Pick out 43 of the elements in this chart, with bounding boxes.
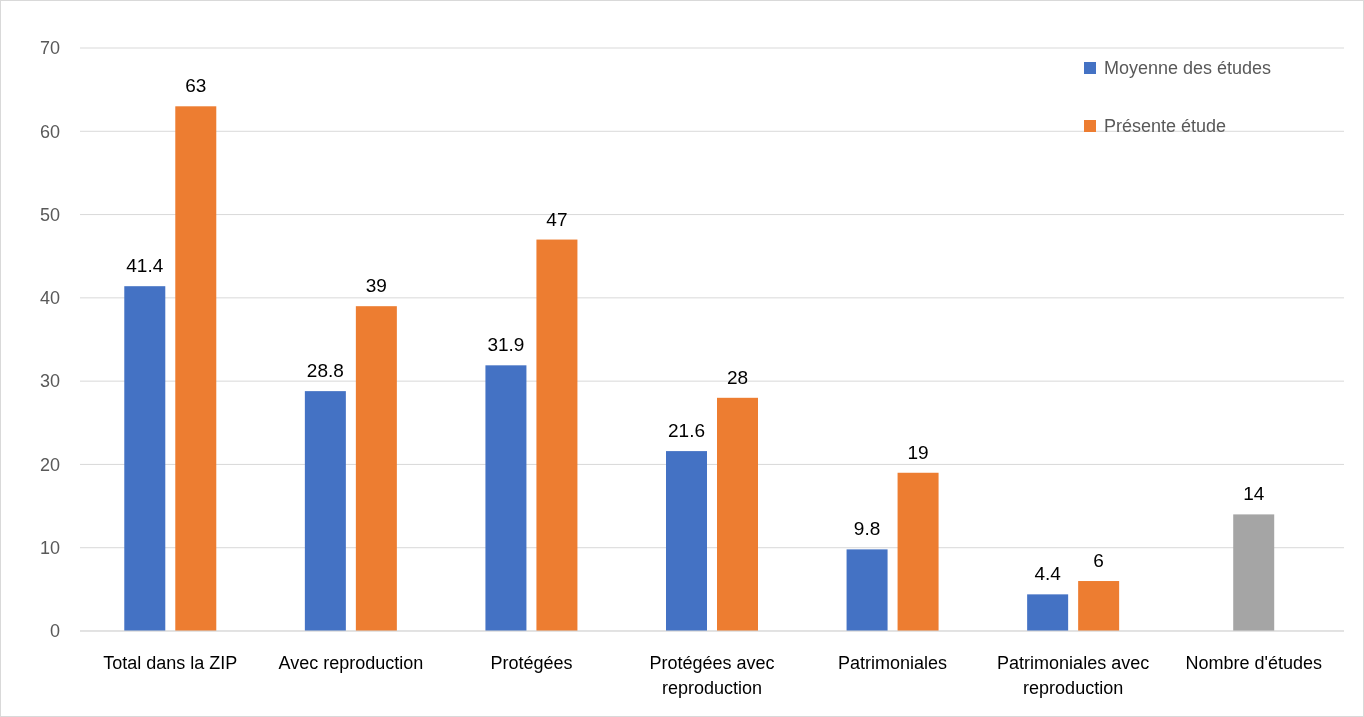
data-label: 28: [726, 366, 749, 388]
data-label: 14: [1243, 483, 1265, 505]
data-label: 31.9: [487, 334, 525, 356]
data-label: 47: [546, 208, 568, 230]
legend-label: Présente étude: [1104, 116, 1227, 137]
bar: [536, 239, 578, 631]
x-tick-label: Nombre d'études: [1185, 653, 1322, 673]
data-label: 41.4: [126, 255, 164, 277]
bar: [355, 306, 397, 631]
y-tick-label: 10: [39, 538, 60, 559]
y-tick-label: 70: [39, 38, 60, 59]
data-label: 63: [185, 75, 207, 97]
y-tick-label: 30: [39, 371, 60, 392]
data-label: 28.8: [306, 360, 344, 382]
bar: [1027, 594, 1069, 631]
data-label: 9.8: [853, 518, 881, 540]
bar: [717, 397, 758, 631]
y-tick-label: 40: [39, 288, 60, 309]
bar: [175, 106, 217, 631]
x-tick-label: Patrimoniales avec reproduction: [997, 653, 1150, 698]
bar: [846, 549, 888, 631]
x-tick-label: Total dans la ZIP: [103, 653, 238, 673]
bar: [304, 391, 346, 631]
data-label: 21.6: [668, 420, 705, 442]
bar: [897, 472, 939, 631]
bar: [1078, 581, 1120, 631]
y-tick-label: 50: [39, 204, 60, 225]
bar: [1233, 514, 1275, 631]
legend-label: Moyenne des études: [1104, 58, 1272, 79]
x-tick-label: Avec reproduction: [278, 653, 424, 673]
data-label: 4.4: [1034, 563, 1062, 585]
x-tick-label: Protégées: [490, 653, 573, 673]
y-tick-label: 0: [49, 621, 60, 642]
x-tick-label: Patrimoniales: [838, 653, 948, 673]
y-tick-label: 60: [39, 121, 60, 142]
data-label: 19: [907, 441, 929, 463]
data-label: 39: [365, 275, 387, 297]
x-tick-label: Protégées avec reproduction: [649, 653, 775, 698]
y-tick-label: 20: [39, 454, 60, 475]
bar: [666, 451, 707, 631]
bar: [485, 365, 527, 631]
data-label: 6: [1093, 550, 1104, 572]
bar: [124, 286, 166, 631]
